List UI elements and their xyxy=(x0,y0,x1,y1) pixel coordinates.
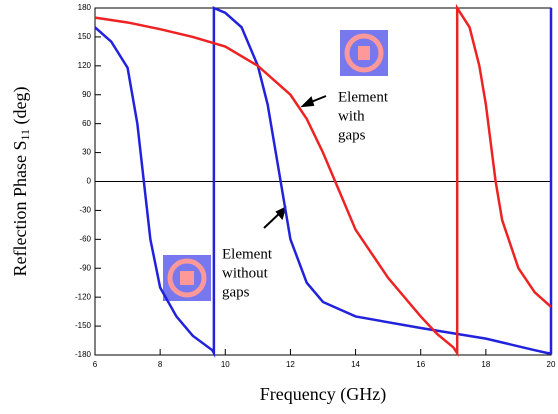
x-tick-label: 14 xyxy=(351,360,360,369)
x-tick-label: 10 xyxy=(221,360,230,369)
annotation: Element xyxy=(222,246,273,262)
y-tick-label: 0 xyxy=(87,177,92,186)
y-tick-label: 30 xyxy=(82,148,91,157)
line-series xyxy=(94,3,552,358)
y-tick-label: -120 xyxy=(75,292,92,301)
annotation: gaps xyxy=(222,284,250,300)
y-tick-label: 120 xyxy=(78,61,92,70)
y-tick-label: 60 xyxy=(82,119,91,128)
y-tick-label: 90 xyxy=(82,90,91,99)
y-tick-label: -180 xyxy=(75,350,92,359)
icon-without-gaps xyxy=(163,255,211,301)
annotation: Element xyxy=(338,89,389,105)
x-axis-label: Frequency (GHz) xyxy=(260,384,386,405)
arrows xyxy=(263,95,327,229)
x-tick-label: 12 xyxy=(286,360,295,369)
y-axis-label-part: Reflection Phase S xyxy=(10,141,30,277)
y-tick-label: -90 xyxy=(79,263,91,272)
y-axis-label-part: (deg) xyxy=(10,86,31,128)
y-tick-label: -60 xyxy=(79,234,91,243)
annotation: with xyxy=(338,108,365,124)
annotation: gaps xyxy=(338,127,366,143)
x-tick-label: 18 xyxy=(481,360,490,369)
y-axis-label-part: 11 xyxy=(18,129,32,141)
x-tick-label: 8 xyxy=(158,360,163,369)
icon-with-gaps xyxy=(340,30,388,76)
x-tick-label: 16 xyxy=(416,360,425,369)
annotation: without xyxy=(222,265,269,281)
y-tick-label: 180 xyxy=(78,3,92,12)
y-tick-label: 150 xyxy=(78,32,92,41)
line-series xyxy=(94,6,553,358)
y-tick-label: -150 xyxy=(75,321,92,330)
y-axis-label: Reflection Phase S11 (deg) xyxy=(10,86,32,276)
y-tick-label: -30 xyxy=(79,206,91,215)
x-tick-label: 20 xyxy=(547,360,556,369)
x-tick-label: 6 xyxy=(93,360,98,369)
